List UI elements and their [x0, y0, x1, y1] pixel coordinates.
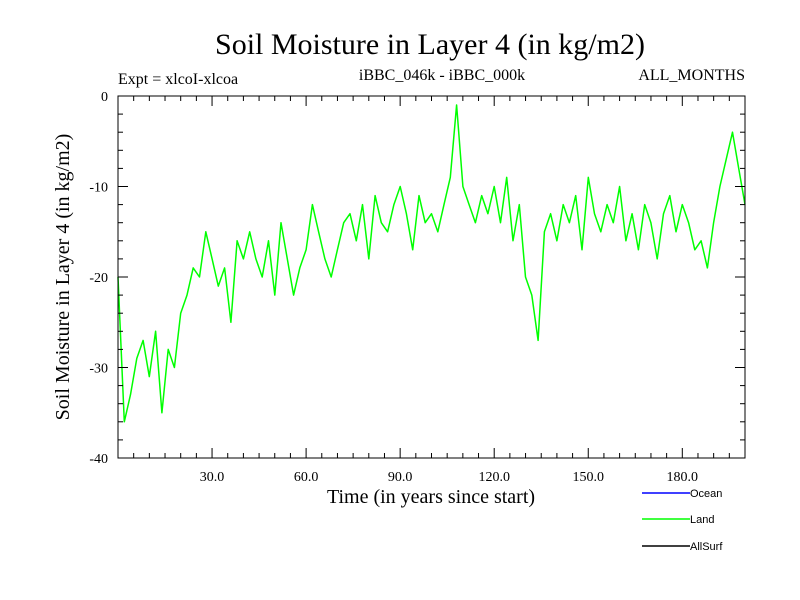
legend: Ocean Land AllSurf	[642, 488, 723, 553]
x-axis-label: Time (in years since start)	[327, 486, 535, 508]
y-tick-label: -40	[89, 452, 108, 467]
x-tick-label: 180.0	[667, 470, 699, 485]
chart-subtitle-left: Expt = xlcoI-xlcoa	[118, 71, 238, 88]
axis-ticks: 30.0 60.0 90.0 120.0 150.0 180.0 -40 -30 -20 -10 0	[89, 90, 745, 485]
series-line-land	[117, 104, 746, 423]
y-axis-label: Soil Moisture in Layer 4 (in kg/m2)	[52, 134, 74, 421]
y-tick-label: -20	[89, 271, 108, 286]
x-tick-label: 150.0	[573, 470, 605, 485]
legend-label-ocean: Ocean	[690, 488, 722, 500]
y-tick-label: 0	[101, 90, 108, 105]
data-layer	[117, 104, 746, 423]
chart-subtitle-center: iBBC_046k - iBBC_000k	[359, 67, 525, 84]
legend-label-allsurf: AllSurf	[690, 541, 723, 553]
y-tick-label: -30	[89, 362, 108, 377]
y-tick-label: -10	[89, 181, 108, 196]
x-tick-label: 120.0	[478, 470, 510, 485]
plot-frame	[117, 95, 746, 459]
chart-title: Soil Moisture in Layer 4 (in kg/m2)	[215, 28, 645, 61]
x-tick-label: 60.0	[294, 470, 319, 485]
x-tick-label: 30.0	[200, 470, 225, 485]
legend-label-land: Land	[690, 514, 714, 526]
x-tick-label: 90.0	[388, 470, 413, 485]
chart-subtitle-right: ALL_MONTHS	[638, 67, 745, 84]
